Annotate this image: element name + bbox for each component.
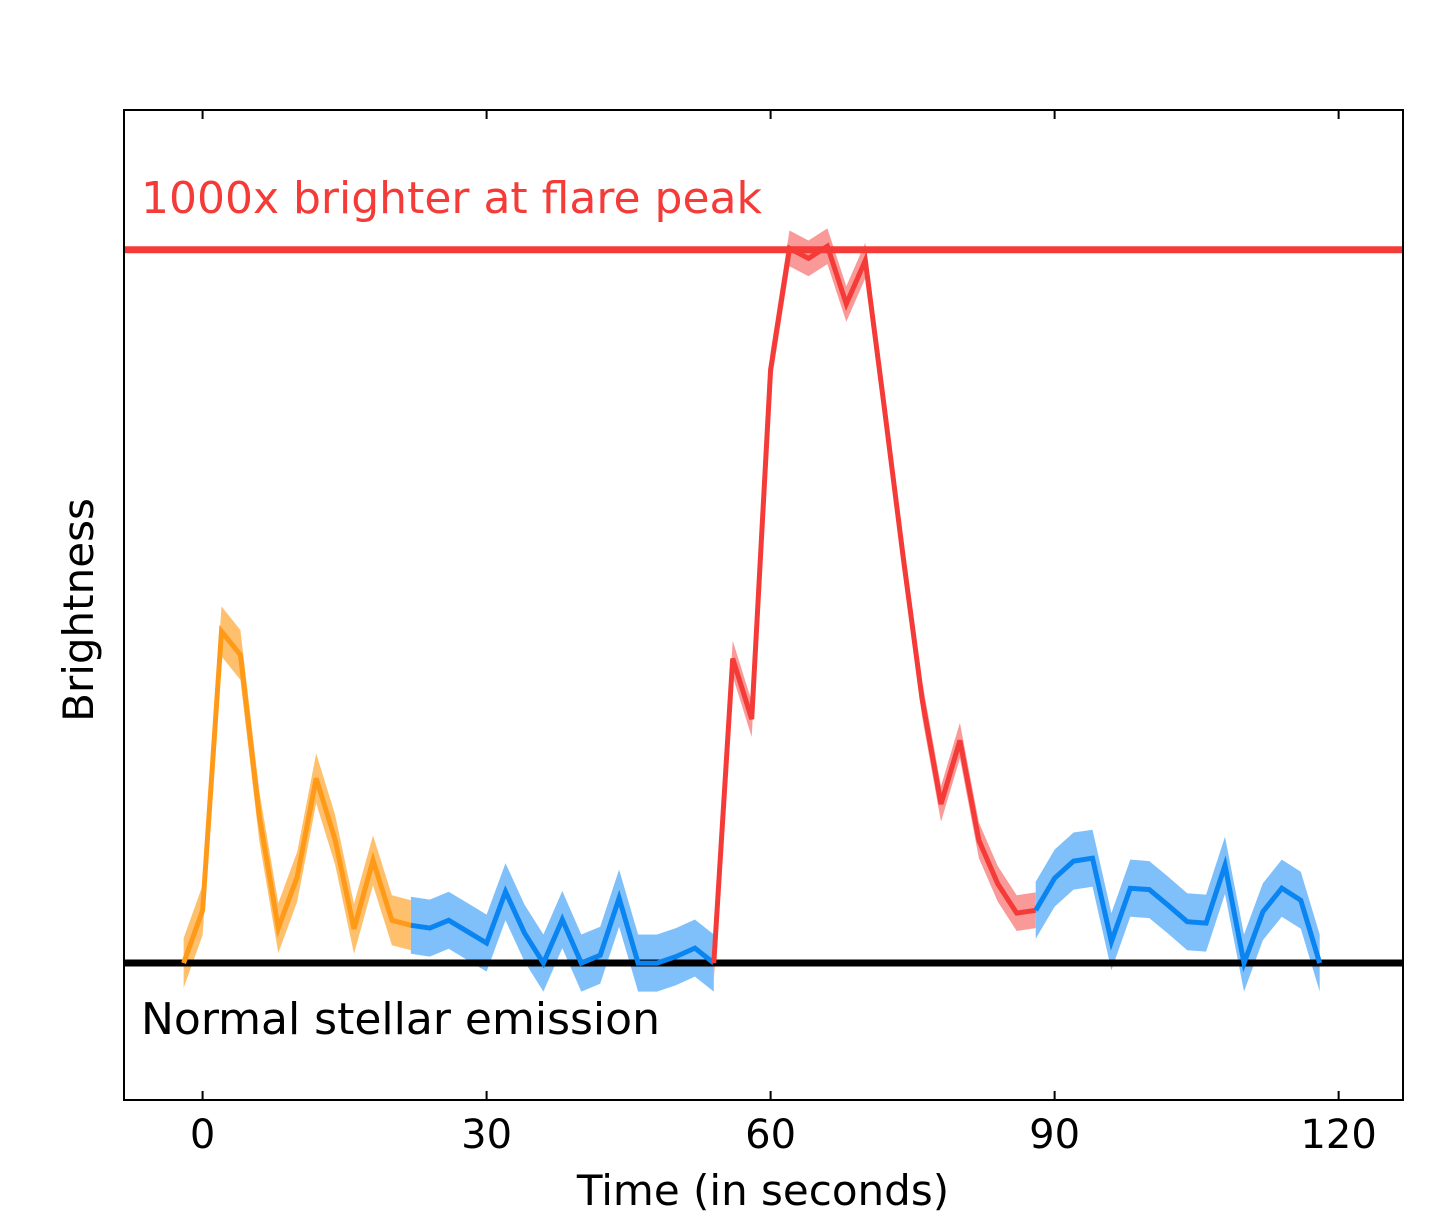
plot-frame: [123, 109, 1404, 1101]
x-tick-label: 0: [190, 1112, 215, 1158]
uncertainty-band-2: [713, 228, 1036, 981]
reference-lines: [124, 246, 1403, 967]
y-axis-label: Brightness: [54, 498, 103, 722]
x-tick-label: 60: [745, 1112, 796, 1158]
x-tick-label: 120: [1300, 1112, 1376, 1158]
series-lines: [181, 242, 1323, 973]
x-axis-label: Time (in seconds): [576, 1166, 949, 1215]
x-tick-label: 90: [1029, 1112, 1080, 1158]
x-ticks: 0 30 60 90 120: [190, 110, 1377, 1158]
normal-annotation: Normal stellar emission: [141, 994, 660, 1045]
uncertainty-bands: [183, 228, 1320, 992]
series-line-0: [181, 624, 412, 964]
series-line-2: [711, 242, 1037, 964]
peak-annotation: 1000x brighter at flare peak: [141, 173, 762, 224]
x-tick-label: 30: [461, 1112, 512, 1158]
series-line-3: [1033, 855, 1323, 973]
